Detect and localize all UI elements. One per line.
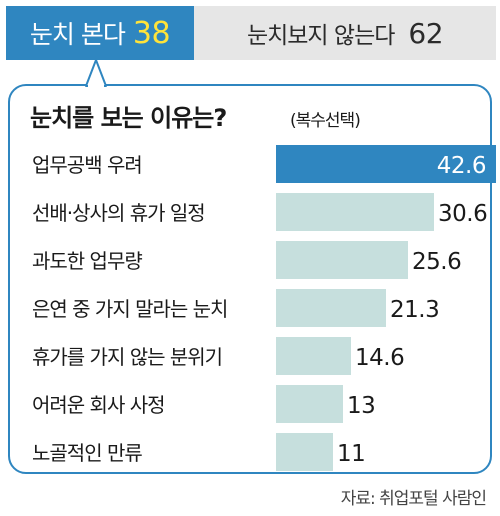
value-label: 13 <box>347 393 375 419</box>
source-note: 자료: 취업포털 사람인 <box>340 489 487 509</box>
category-label: 휴가를 가지 않는 분위기 <box>32 345 222 369</box>
value-label: 11 <box>337 441 365 467</box>
category-label: 노골적인 만류 <box>32 441 142 465</box>
category-label: 과도한 업무량 <box>32 249 142 273</box>
chart-title: 눈치를 보는 이유는? <box>30 104 227 132</box>
tab-notice-no: 눈치보지 않는다 62 <box>194 6 496 60</box>
bar <box>276 289 386 327</box>
tab-notice-yes: 눈치 본다 38 <box>6 6 194 60</box>
bar <box>276 193 434 231</box>
value-label: 14.6 <box>355 345 404 371</box>
category-label: 은연 중 가지 말라는 눈치 <box>32 297 227 321</box>
category-label: 선배·상사의 휴가 일정 <box>32 201 205 225</box>
top-summary-bar: 눈치 본다 38 눈치보지 않는다 62 <box>0 0 500 66</box>
value-label: 21.3 <box>390 297 439 323</box>
tab-notice-no-value: 62 <box>408 16 444 50</box>
tab-notice-yes-label: 눈치 본다 <box>29 20 126 49</box>
chart-subtitle: (복수선택) <box>290 111 361 131</box>
value-label: 25.6 <box>412 249 461 275</box>
bar <box>276 337 351 375</box>
bar <box>276 385 343 423</box>
bar <box>276 433 333 471</box>
value-label: 42.6 <box>437 153 486 179</box>
category-label: 어려운 회사 사정 <box>32 393 165 417</box>
tab-notice-yes-value: 38 <box>132 15 171 51</box>
value-label: 30.6 <box>438 201 487 227</box>
callout-pointer <box>85 59 107 88</box>
tab-notice-no-label: 눈치보지 않는다 <box>246 23 395 49</box>
category-label: 업무공백 우려 <box>32 153 142 177</box>
bar <box>276 241 408 279</box>
bar <box>276 145 496 183</box>
